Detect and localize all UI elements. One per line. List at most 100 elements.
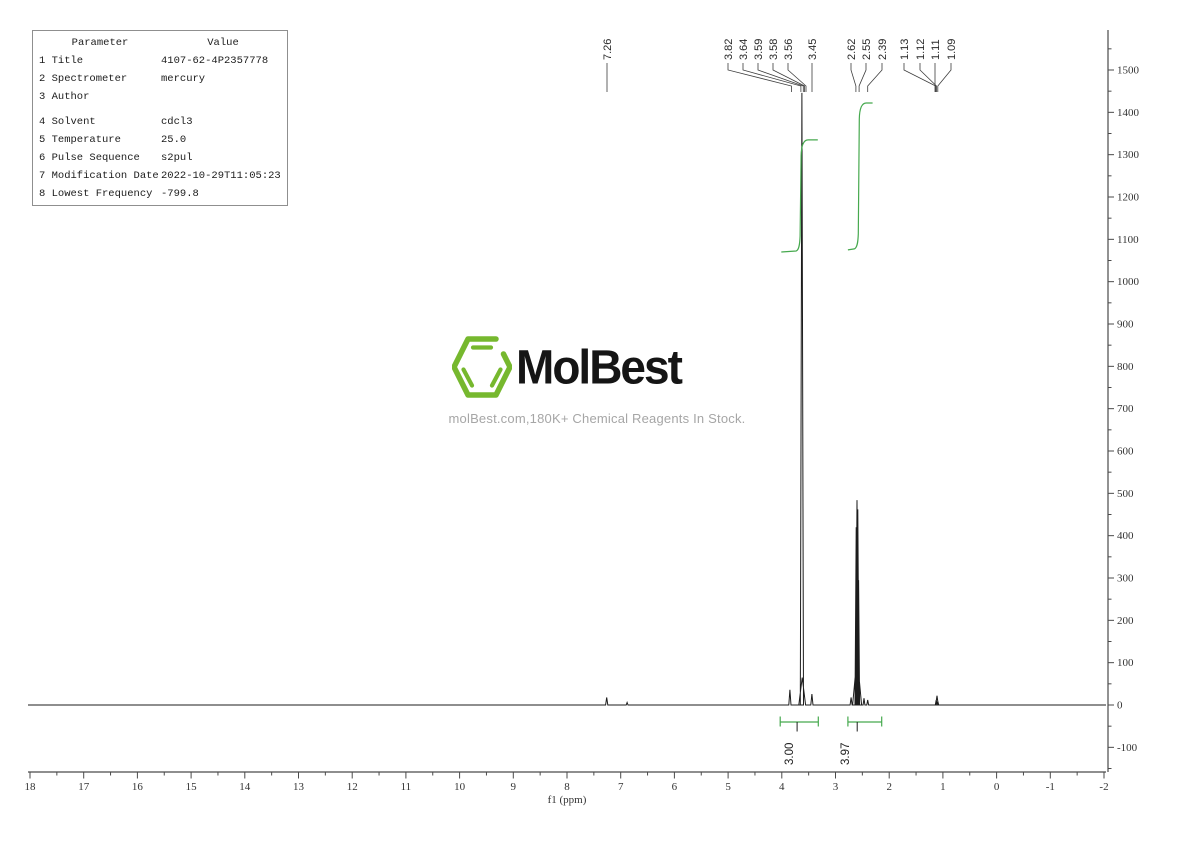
x-tick-label: -1 (1046, 781, 1055, 793)
x-tick-label: 17 (78, 781, 90, 793)
peak-leader-line (772, 63, 805, 92)
x-tick-label: 2 (886, 781, 892, 793)
molbest-watermark: MolBest (452, 334, 683, 400)
x-tick-label: 14 (239, 781, 251, 793)
benzene-hexagon-icon (452, 336, 512, 398)
y-tick-label: -100 (1117, 742, 1138, 754)
parameter-row: 5 Temperature 25.0 (39, 131, 285, 149)
parameter-value: mercury (161, 73, 206, 85)
integral-value-label: 3.97 (840, 743, 852, 765)
x-tick-label: 13 (293, 781, 305, 793)
peak-shift-label: 2.55 (861, 39, 873, 60)
y-tick-label: 1500 (1117, 65, 1140, 77)
parameter-table-rows: 1 Title 4107-62-4P2357778 2 Spectrometer me… (39, 52, 285, 203)
x-tick-label: 16 (132, 781, 144, 793)
parameter-name: 5 Temperature (39, 134, 121, 146)
peak-shift-label: 1.13 (899, 39, 911, 60)
x-tick-label: 11 (401, 781, 412, 793)
peak-leader-line (867, 63, 883, 92)
peak-shift-label: 3.56 (783, 39, 795, 60)
x-tick-label: 0 (994, 781, 1000, 793)
integral-curves (781, 102, 873, 253)
peak-leader-line (757, 63, 804, 92)
peak-shift-label: 3.45 (807, 39, 819, 60)
y-tick-label: 0 (1117, 700, 1123, 712)
parameter-name: 3 Author (39, 91, 90, 103)
x-tick-label: 12 (347, 781, 358, 793)
parameter-name: 8 Lowest Frequency (39, 188, 153, 200)
parameter-name: 7 Modification Date (39, 170, 159, 182)
y-tick-label: 800 (1117, 361, 1134, 373)
x-tick-label: 5 (725, 781, 731, 793)
parameter-value: 4107-62-4P2357778 (161, 55, 269, 67)
parameter-row: 3 Author (39, 88, 285, 106)
peak-leader-line (850, 63, 857, 92)
integral-curve (781, 139, 818, 253)
y-tick-label: 700 (1117, 403, 1134, 415)
watermark-tagline: molBest.com,180K+ Chemical Reagents In S… (448, 411, 746, 426)
peak-leader-line (903, 63, 937, 92)
parameter-table-header: Parameter Value (39, 34, 285, 52)
x-tick-label: 10 (454, 781, 466, 793)
y-tick-label: 1300 (1117, 149, 1140, 161)
y-tick-label: 1200 (1117, 192, 1140, 204)
parameter-value: cdcl3 (161, 116, 193, 128)
x-tick-label: 18 (25, 781, 37, 793)
parameter-value: -799.8 (161, 188, 199, 200)
y-tick-label: 1100 (1117, 234, 1139, 246)
peak-shift-label: 3.58 (768, 39, 780, 60)
spectrum-trace (28, 92, 1106, 706)
parameter-header-label: Parameter (71, 37, 129, 49)
peak-shift-label: 3.82 (723, 39, 735, 60)
peak-leader-line (742, 63, 802, 92)
peak-leader-line (919, 63, 937, 92)
y-tick-label: 1400 (1117, 107, 1140, 119)
peak-leader-line (858, 63, 867, 92)
peak-shift-label: 3.59 (753, 39, 765, 60)
peak-leader-line (727, 63, 792, 92)
y-tick-label: 500 (1117, 488, 1134, 500)
parameter-row: 7 Modification Date 2022-10-29T11:05:23 (39, 167, 285, 185)
x-tick-label: 8 (564, 781, 570, 793)
spectrum-line (28, 92, 1106, 706)
x-tick-label: 4 (779, 781, 785, 793)
parameter-row: 8 Lowest Frequency -799.8 (39, 185, 285, 203)
peak-shift-label: 2.39 (877, 39, 889, 60)
parameter-name: 6 Pulse Sequence (39, 152, 140, 164)
y-tick-label: 600 (1117, 446, 1134, 458)
parameter-row: 6 Pulse Sequence s2pul (39, 149, 285, 167)
parameter-row: 4 Solvent cdcl3 (39, 113, 285, 131)
parameter-row: 1 Title 4107-62-4P2357778 (39, 52, 285, 70)
value-header-label: Value (207, 37, 239, 49)
y-tick-label: 100 (1117, 657, 1134, 669)
y-tick-label: 1000 (1117, 276, 1140, 288)
x-tick-label: -2 (1099, 781, 1108, 793)
parameter-row: 2 Spectrometer mercury (39, 70, 285, 88)
parameter-value: 25.0 (161, 134, 187, 146)
x-tick-label: 7 (618, 781, 624, 793)
parameter-name: 2 Spectrometer (39, 73, 128, 85)
peak-shift-label: 1.12 (915, 39, 927, 60)
peak-leader-line (787, 63, 807, 92)
integral-value-label: 3.00 (784, 743, 796, 765)
y-tick-label: 900 (1117, 319, 1134, 331)
y-tick-label: 200 (1117, 615, 1134, 627)
peak-shift-label: 1.11 (930, 39, 942, 60)
peak-shift-label: 2.62 (846, 39, 858, 60)
peak-leader-line (937, 63, 952, 92)
x-tick-label: 15 (186, 781, 198, 793)
x-tick-label: 1 (940, 781, 946, 793)
peak-shift-label: 3.64 (738, 39, 750, 60)
parameter-name: 4 Solvent (39, 116, 96, 128)
x-axis-title: f1 (ppm) (548, 794, 587, 806)
x-tick-label: 3 (833, 781, 839, 793)
parameter-table: Parameter Value 1 Title 4107-62-4P2357778… (32, 30, 288, 206)
peak-shift-label: 1.09 (946, 39, 958, 60)
peak-shift-label: 7.26 (602, 39, 614, 60)
y-tick-label: 400 (1117, 530, 1134, 542)
x-tick-label: 9 (511, 781, 517, 793)
x-tick-label: 6 (672, 781, 678, 793)
y-axis: 1500140013001200110010009008007006005004… (1107, 30, 1140, 772)
y-tick-label: 300 (1117, 573, 1134, 585)
